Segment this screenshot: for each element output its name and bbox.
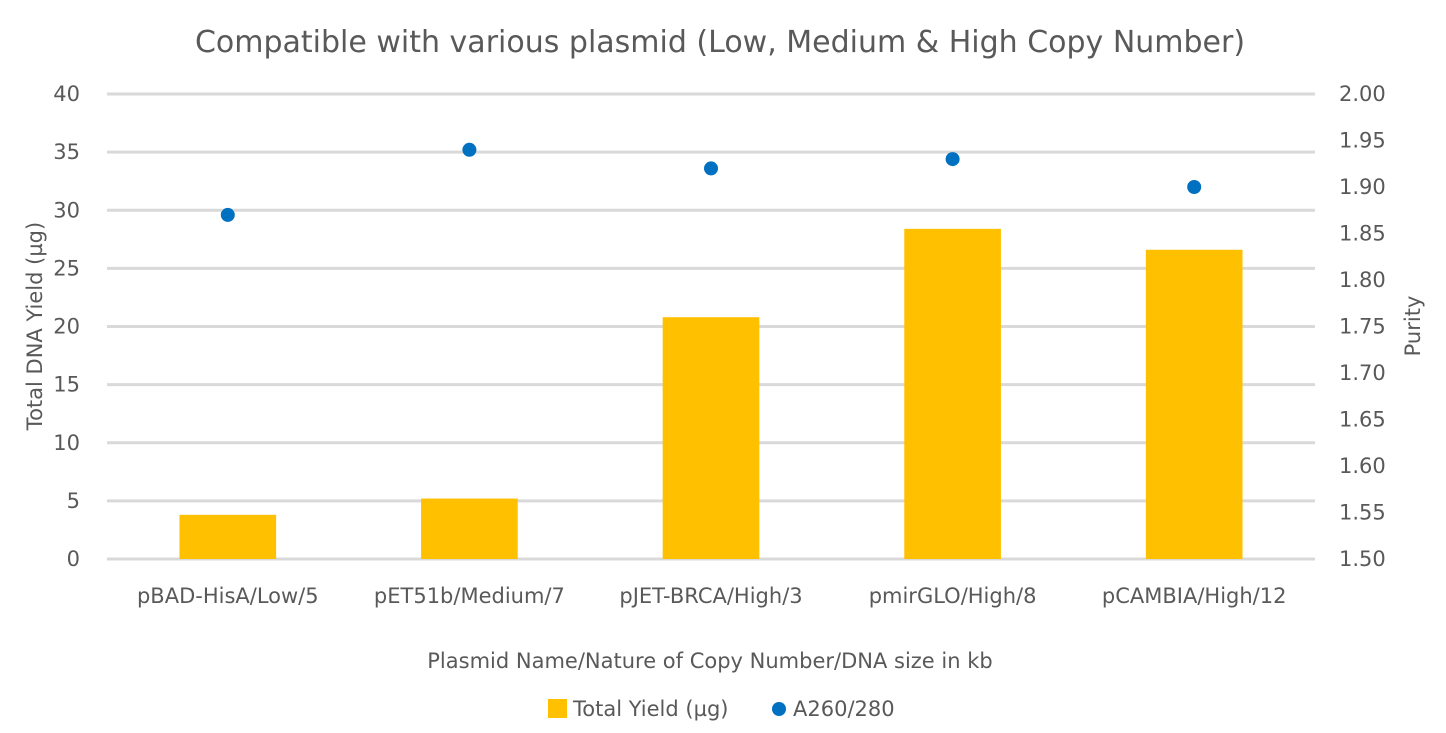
y-tick-label: 20 (53, 315, 80, 339)
y2-tick-label: 1.80 (1339, 268, 1386, 292)
y2-tick-label: 1.85 (1339, 222, 1386, 246)
bar (421, 498, 518, 559)
y-tick-label: 0 (67, 547, 80, 571)
scatter-point (462, 142, 477, 157)
legend-label-a260-280: A260/280 (793, 697, 895, 721)
legend-marker-a260-280 (772, 702, 786, 716)
x-axis-label: Plasmid Name/Nature of Copy Number/DNA s… (427, 649, 992, 673)
y-tick-label: 35 (53, 140, 80, 164)
scatter-point (704, 161, 718, 176)
bar (179, 514, 277, 559)
legend-label-total-yield: Total Yield (µg) (572, 697, 728, 721)
y-tick-label: 5 (67, 489, 80, 513)
y-tick-label: 40 (53, 82, 80, 106)
y-axis-label: Total DNA Yield (µg) (23, 222, 47, 431)
y-tick-label: 25 (53, 256, 80, 280)
scatter-point (1187, 180, 1202, 194)
y2-tick-label: 1.75 (1339, 315, 1386, 339)
y2-tick-label: 1.70 (1339, 361, 1386, 385)
right-axis-ticks: 1.50 1.55 1.60 1.65 1.70 1.75 1.80 1.85 1.90 1.95… (1339, 82, 1386, 571)
x-tick-label: pBAD-HisA/Low/5 (137, 584, 319, 608)
scatter-series (220, 142, 1202, 222)
x-axis-ticks: pBAD-HisA/Low/5 pET51b/Medium/7 pJET-BRCA/… (137, 584, 1287, 608)
y2-tick-label: 2.00 (1339, 82, 1386, 106)
bar (1145, 249, 1243, 559)
y2-tick-label: 1.55 (1339, 501, 1386, 525)
scatter-point (220, 207, 235, 222)
y2-tick-label: 1.50 (1339, 547, 1386, 571)
bar (662, 317, 760, 559)
y-tick-label: 10 (53, 431, 80, 455)
left-axis-ticks: 0 5 10 15 20 25 30 35 40 (53, 82, 80, 571)
legend-swatch-total-yield (548, 699, 567, 718)
legend: Total Yield (µg) A260/280 (548, 697, 895, 721)
x-tick-label: pCAMBIA/High/12 (1102, 584, 1287, 608)
y-tick-label: 15 (53, 373, 80, 397)
x-tick-label: pET51b/Medium/7 (374, 584, 565, 608)
chart-title: Compatible with various plasmid (Low, Me… (195, 25, 1245, 60)
y2-tick-label: 1.95 (1339, 129, 1386, 153)
bar (904, 228, 1001, 559)
y2-tick-label: 1.60 (1339, 454, 1386, 478)
y2-tick-label: 1.65 (1339, 408, 1386, 432)
x-tick-label: pmirGLO/High/8 (869, 584, 1037, 608)
bar-series (179, 228, 1243, 559)
y2-axis-label: Purity (1401, 296, 1425, 357)
scatter-point (945, 152, 960, 167)
y-tick-label: 30 (53, 198, 80, 222)
y2-tick-label: 1.90 (1339, 175, 1386, 199)
x-tick-label: pJET-BRCA/High/3 (619, 584, 802, 608)
